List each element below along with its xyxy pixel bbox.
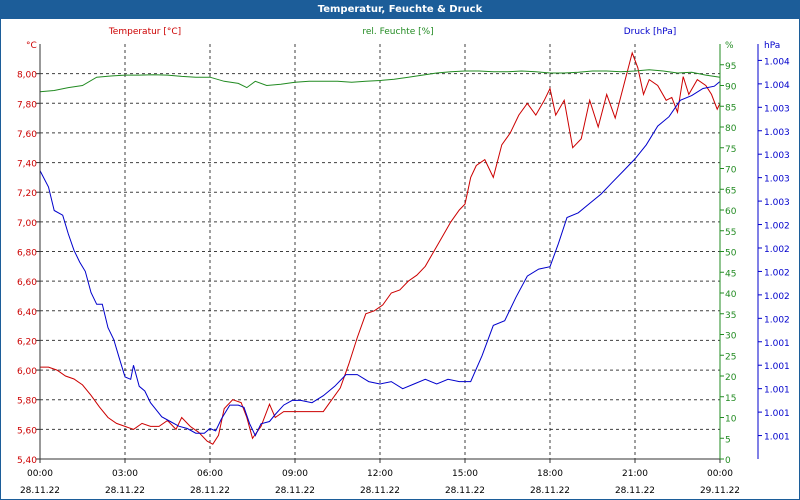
pressure-tick-label: 1.002 — [764, 268, 790, 278]
temp-tick-label: 5,80 — [17, 397, 37, 407]
humidity-tick-label: 40 — [725, 290, 737, 300]
pressure-tick-label: 1.002 — [764, 315, 790, 325]
x-tick-time: 09:00 — [282, 469, 308, 479]
pressure-tick-label: 1.004 — [764, 57, 790, 67]
x-tick-date: 28.11.22 — [445, 486, 485, 496]
legend-humidity: rel. Feuchte [%] — [362, 27, 433, 37]
x-tick-time: 00:00 — [707, 469, 733, 479]
pressure-tick-label: 1.003 — [764, 198, 790, 208]
humidity-tick-label: 70 — [725, 166, 737, 176]
humidity-unit-label: % — [725, 41, 734, 51]
pressure-tick-label: 1.001 — [764, 339, 790, 349]
pressure-tick-label: 1.003 — [764, 128, 790, 138]
x-tick-date: 28.11.22 — [105, 486, 145, 496]
humidity-tick-label: 15 — [725, 394, 736, 404]
temp-tick-label: 6,20 — [17, 337, 37, 347]
temp-tick-label: 7,60 — [17, 130, 37, 140]
pressure-tick-label: 1.002 — [764, 292, 790, 302]
temp-tick-label: 7,80 — [17, 100, 37, 110]
x-tick-date: 28.11.22 — [530, 486, 570, 496]
humidity-tick-label: 20 — [725, 373, 737, 383]
humidity-tick-label: 60 — [725, 207, 737, 217]
temp-tick-label: 6,80 — [17, 249, 37, 259]
x-tick-date: 28.11.22 — [360, 486, 400, 496]
humidity-tick-label: 90 — [725, 83, 737, 93]
humidity-tick-label: 35 — [725, 311, 736, 321]
temp-tick-label: 5,60 — [17, 426, 37, 436]
pressure-tick-label: 1.003 — [764, 104, 790, 114]
temp-tick-label: 5,40 — [17, 456, 37, 466]
temp-unit-label: °C — [26, 41, 37, 51]
temp-tick-label: 8,00 — [17, 71, 37, 81]
temp-tick-label: 7,00 — [17, 219, 37, 229]
legend-pressure: Druck [hPa] — [624, 27, 677, 37]
pressure-tick-label: 1.003 — [764, 175, 790, 185]
pressure-tick-label: 1.002 — [764, 222, 790, 232]
x-tick-time: 18:00 — [537, 469, 563, 479]
pressure-tick-label: 1.001 — [764, 362, 790, 372]
legend-temperature: Temperatur [°C] — [108, 27, 181, 37]
pressure-unit-label: hPa — [764, 41, 780, 51]
humidity-tick-label: 50 — [725, 249, 737, 259]
axis-labels: Temperatur [°C] rel. Feuchte [%] Druck [… — [17, 27, 790, 496]
temp-tick-label: 7,40 — [17, 160, 37, 170]
temp-tick-label: 6,60 — [17, 278, 37, 288]
humidity-tick-label: 0 — [725, 456, 731, 466]
humidity-tick-label: 30 — [725, 332, 737, 342]
x-tick-date: 28.11.22 — [20, 486, 60, 496]
pressure-tick-label: 1.002 — [764, 245, 790, 255]
pressure-tick-label: 1.001 — [764, 409, 790, 419]
humidity-tick-label: 75 — [725, 145, 736, 155]
x-tick-date: 28.11.22 — [190, 486, 230, 496]
humidity-tick-label: 5 — [725, 435, 731, 445]
pressure-tick-label: 1.001 — [764, 433, 790, 443]
chart-title: Temperatur, Feuchte & Druck — [1, 1, 799, 19]
x-tick-time: 21:00 — [622, 469, 648, 479]
temp-tick-label: 6,40 — [17, 308, 37, 318]
humidity-tick-label: 45 — [725, 269, 736, 279]
x-tick-time: 00:00 — [27, 469, 53, 479]
pressure-tick-label: 1.001 — [764, 386, 790, 396]
x-tick-time: 06:00 — [197, 469, 223, 479]
series-humidity — [39, 69, 721, 93]
pressure-tick-label: 1.004 — [764, 81, 790, 91]
series-temperature — [40, 51, 721, 445]
temp-tick-label: 7,20 — [17, 189, 37, 199]
humidity-tick-label: 95 — [725, 62, 736, 72]
x-tick-date: 28.11.22 — [275, 486, 315, 496]
x-tick-time: 12:00 — [367, 469, 393, 479]
x-tick-time: 03:00 — [112, 469, 138, 479]
temp-tick-label: 6,00 — [17, 367, 37, 377]
humidity-tick-label: 80 — [725, 124, 737, 134]
humidity-tick-label: 25 — [725, 352, 736, 362]
series-pressure — [39, 81, 721, 437]
humidity-tick-label: 65 — [725, 186, 736, 196]
x-tick-date: 28.11.22 — [615, 486, 655, 496]
humidity-tick-label: 55 — [725, 228, 736, 238]
x-tick-date: 29.11.22 — [700, 486, 740, 496]
x-tick-time: 15:00 — [452, 469, 478, 479]
humidity-tick-label: 10 — [725, 415, 737, 425]
humidity-tick-label: 85 — [725, 103, 736, 113]
grid-lines — [36, 44, 762, 463]
pressure-tick-label: 1.003 — [764, 151, 790, 161]
series-layer — [39, 51, 721, 445]
